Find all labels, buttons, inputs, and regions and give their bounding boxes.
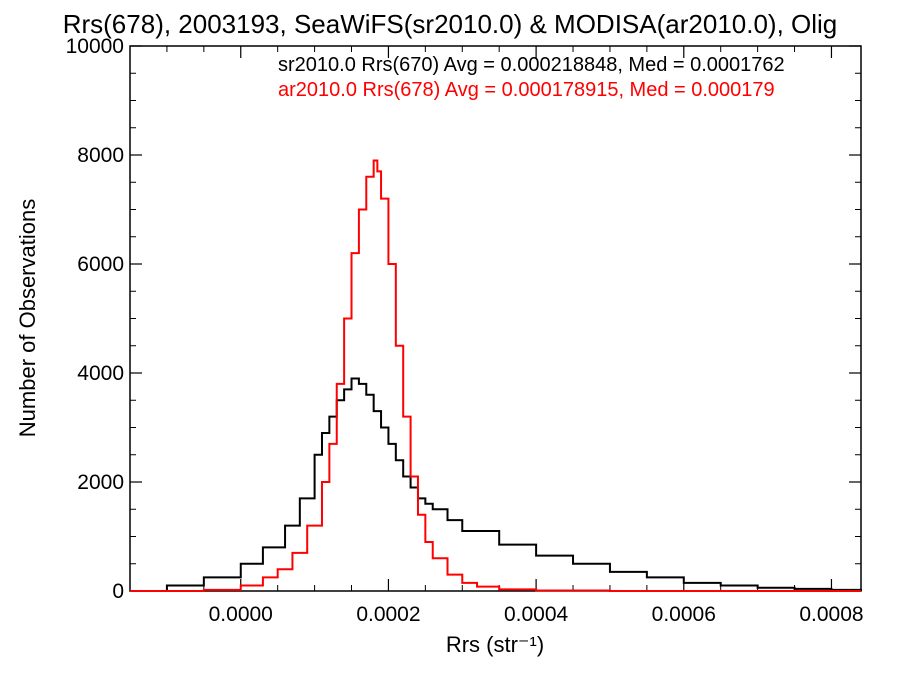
plot-frame [129,45,862,592]
x-axis-label: Rrs (str⁻¹) [446,632,544,657]
y-tick-label: 2000 [77,471,124,494]
series-line-1 [130,159,861,592]
y-tick-label: 8000 [77,144,124,167]
series-layer [130,159,862,592]
y-axis-label: Number of Observations [15,199,40,437]
x-tick-label: 0.0002 [356,603,420,626]
x-tick-label: 0.0000 [209,603,273,626]
series-line-0 [130,377,862,592]
chart-title: Rrs(678), 2003193, SeaWiFS(sr2010.0) & M… [63,9,838,39]
annotation-black: sr2010.0 Rrs(670) Avg = 0.000218848, Med… [278,54,785,76]
y-tick-label: 0 [112,580,124,603]
y-tick-label: 10000 [66,35,124,58]
y-tick-label: 4000 [77,362,124,385]
x-tick-label: 0.0004 [504,603,569,626]
x-tick-label: 0.0006 [652,603,716,626]
y-axis: 0 2000 4000 6000 8000 10000 [66,35,861,603]
x-axis: 0.0000 0.0002 0.0004 0.0006 0.0008 [166,46,864,626]
x-tick-label: 0.0008 [799,603,863,626]
y-tick-label: 6000 [77,253,124,276]
annotation-red: ar2010.0 Rrs(678) Avg = 0.000178915, Med… [278,79,775,101]
